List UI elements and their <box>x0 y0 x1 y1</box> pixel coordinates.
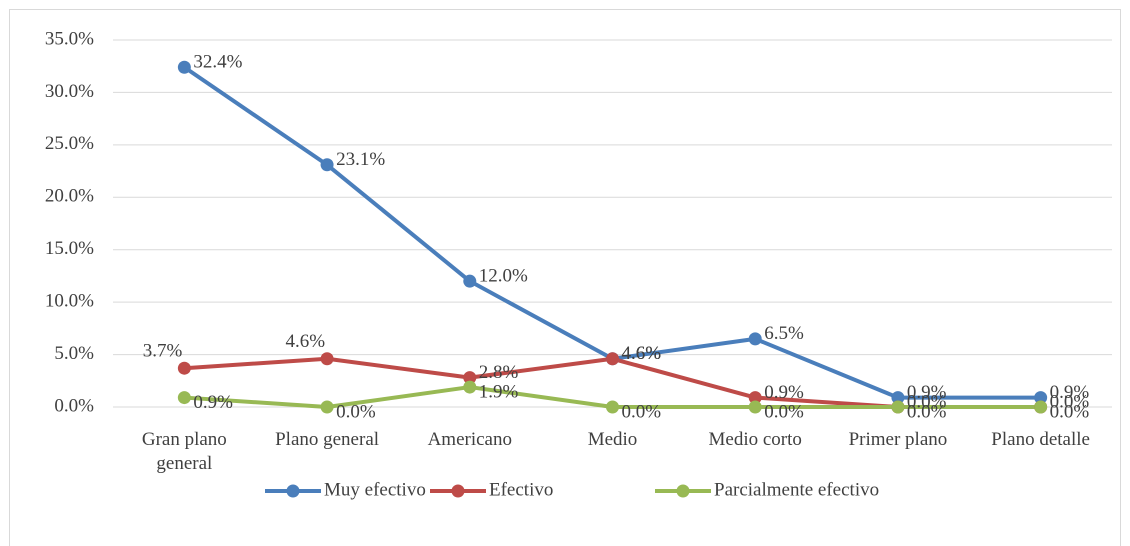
legend-marker <box>451 484 465 498</box>
data-label: 0.0% <box>907 391 947 412</box>
data-label: 0.0% <box>764 401 804 422</box>
y-tick-label: 5.0% <box>54 343 94 364</box>
data-label: 0.9% <box>907 382 947 403</box>
point <box>606 400 619 414</box>
data-label: 0.0% <box>622 401 662 422</box>
y-tick-label: 20.0% <box>45 186 94 207</box>
legend-label: Efectivo <box>489 479 553 500</box>
data-label: 0.9% <box>1050 382 1090 403</box>
data-label: 0.0% <box>1050 401 1090 422</box>
point <box>1034 400 1048 414</box>
x-tick-label: Americano <box>427 429 512 450</box>
data-label: 32.4% <box>193 52 242 73</box>
point <box>891 400 905 414</box>
x-tick-label: Medio corto <box>708 429 802 450</box>
data-label: 0.0% <box>907 401 947 422</box>
x-tick-label: Gran plano general <box>141 429 227 474</box>
legend-marker <box>286 484 300 498</box>
point <box>320 400 334 414</box>
legend-label: Parcialmente efectivo <box>714 479 879 500</box>
data-label: 0.9% <box>764 382 804 403</box>
data-label: 1.9% <box>479 381 519 402</box>
data-label: 0.9% <box>193 392 233 413</box>
y-tick-label: 15.0% <box>45 238 94 259</box>
point <box>320 158 334 172</box>
point <box>748 332 762 346</box>
data-label: 23.1% <box>336 149 385 170</box>
data-label: 12.0% <box>479 266 528 287</box>
point <box>177 361 191 375</box>
point <box>748 391 762 405</box>
y-tick-label: 10.0% <box>45 291 94 312</box>
x-tick-label: Primer plano <box>848 429 948 450</box>
legend-label: Muy efectivo <box>324 479 426 500</box>
x-tick-label: Medio <box>587 429 638 450</box>
data-label: 0.0% <box>336 401 376 422</box>
y-tick-label: 35.0% <box>45 28 94 49</box>
point <box>177 60 191 74</box>
point <box>606 352 619 366</box>
data-label: 6.5% <box>764 323 804 344</box>
data-label: 3.7% <box>143 341 183 362</box>
data-label: 2.8% <box>479 362 519 383</box>
legend-marker <box>676 484 690 498</box>
y-tick-label: 0.0% <box>54 395 94 416</box>
point <box>748 400 762 414</box>
point <box>320 352 334 366</box>
data-label: 4.6% <box>285 331 325 352</box>
chart-border <box>9 9 1121 546</box>
data-label: 0.0% <box>1050 391 1090 412</box>
y-tick-label: 25.0% <box>45 133 94 154</box>
x-tick-label: Plano detalle <box>991 429 1090 450</box>
point <box>177 391 191 405</box>
point <box>463 371 477 385</box>
data-label: 4.6% <box>622 343 662 364</box>
point <box>891 391 905 405</box>
data-label: 4.6% <box>622 343 662 364</box>
point <box>463 380 477 394</box>
point <box>1034 391 1048 405</box>
y-tick-label: 30.0% <box>45 81 94 102</box>
x-tick-label: Plano general <box>275 429 380 450</box>
point <box>463 274 477 288</box>
